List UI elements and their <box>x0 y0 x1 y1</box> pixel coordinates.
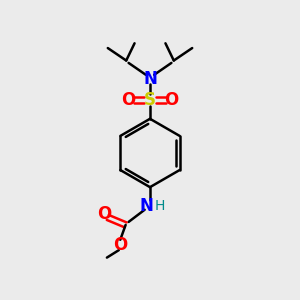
Text: N: N <box>140 196 153 214</box>
Text: O: O <box>122 92 136 110</box>
Text: S: S <box>144 92 156 110</box>
Text: O: O <box>97 206 111 224</box>
Text: N: N <box>143 70 157 88</box>
Text: O: O <box>164 92 178 110</box>
Text: O: O <box>113 236 127 254</box>
Text: H: H <box>154 199 165 213</box>
